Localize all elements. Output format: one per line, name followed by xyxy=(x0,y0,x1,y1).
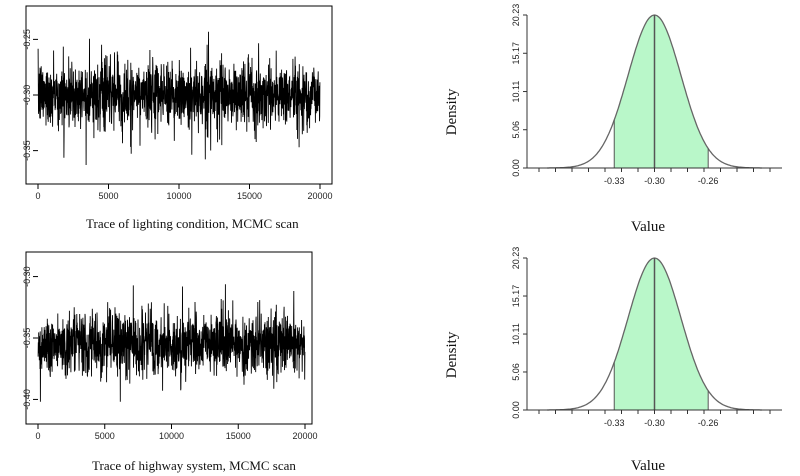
y-tick-label: -0.35 xyxy=(22,140,32,161)
y-tick-label: 5.06 xyxy=(511,363,521,381)
credible-interval-area xyxy=(614,258,709,410)
x-tick-label: 5000 xyxy=(95,431,115,441)
density-axes: 0.00 5.06 10.11 15.17 20.23 -0.33 -0.30 -0.26 xyxy=(511,4,782,186)
credible-interval-area xyxy=(614,15,709,168)
y-tick-label: -0.30 xyxy=(22,85,32,106)
y-axis: -0.30 -0.35 -0.40 xyxy=(22,266,38,410)
x-tick-label: 0 xyxy=(35,191,40,201)
x-tick-label: 10000 xyxy=(166,191,191,201)
density-xlabel: Value xyxy=(631,458,665,474)
x-tick-label: 15000 xyxy=(237,191,262,201)
y-tick-label: -0.30 xyxy=(22,266,32,287)
density-ylabel: Density xyxy=(444,88,460,135)
x-tick-label: -0.30 xyxy=(644,176,665,186)
y-tick-label: -0.25 xyxy=(22,29,32,50)
trace-plot-lighting-condition: -0.25 -0.30 -0.35 0 5000 10000 15000 20000 Tra… xyxy=(22,5,333,231)
density-xlabel: Value xyxy=(631,219,665,235)
y-tick-label: 0.00 xyxy=(511,401,521,419)
density-axes: 0.00 5.06 10.11 15.17 20.23 -0.33 -0.30 -0.26 xyxy=(511,247,782,428)
trace-line xyxy=(37,284,306,402)
trace-plot-highway-system: -0.30 -0.35 -0.40 0 5000 10000 15000 20000 Tra… xyxy=(22,251,318,473)
y-tick-label: 15.17 xyxy=(511,285,521,308)
interval-lines xyxy=(613,258,709,410)
x-axis: 0 5000 10000 15000 20000 xyxy=(35,184,333,201)
x-tick-label: 10000 xyxy=(159,431,184,441)
x-tick-label: 0 xyxy=(35,431,40,441)
x-tick-label: -0.30 xyxy=(644,418,665,428)
y-tick-label: 20.23 xyxy=(511,4,521,27)
y-tick-label: 15.17 xyxy=(511,42,521,65)
trace-plot-frame xyxy=(25,251,313,425)
y-tick-label: 10.11 xyxy=(511,81,521,103)
trace-series xyxy=(37,31,321,166)
x-tick-label: -0.26 xyxy=(698,418,719,428)
trace-caption: Trace of lighting condition, MCMC scan xyxy=(86,216,299,231)
x-tick-label: 5000 xyxy=(98,191,118,201)
y-tick-label: -0.40 xyxy=(22,389,32,410)
y-tick-label: 20.23 xyxy=(511,247,521,270)
interval-lines xyxy=(613,15,709,168)
trace-line xyxy=(37,31,321,166)
density-plot-lighting-condition: 0.00 5.06 10.11 15.17 20.23 -0.33 -0.30 -0.26 D… xyxy=(444,4,782,235)
y-tick-label: -0.35 xyxy=(22,328,32,349)
density-plot-highway-system: 0.00 5.06 10.11 15.17 20.23 -0.33 -0.30 -0.26 D… xyxy=(444,247,782,474)
y-tick-label: 0.00 xyxy=(511,159,521,177)
y-tick-label: 10.11 xyxy=(511,323,521,345)
x-tick-label: 15000 xyxy=(226,431,251,441)
trace-caption: Trace of highway system, MCMC scan xyxy=(92,458,296,473)
y-axis: -0.25 -0.30 -0.35 xyxy=(22,29,38,161)
x-axis: 0 5000 10000 15000 20000 xyxy=(35,424,318,441)
y-tick-label: 5.06 xyxy=(511,121,521,139)
trace-series xyxy=(37,284,306,402)
x-tick-label: -0.26 xyxy=(698,176,719,186)
x-tick-label: -0.33 xyxy=(604,176,625,186)
density-ylabel: Density xyxy=(444,331,460,378)
x-tick-label: -0.33 xyxy=(604,418,625,428)
x-tick-label: 20000 xyxy=(307,191,332,201)
x-tick-label: 20000 xyxy=(292,431,317,441)
